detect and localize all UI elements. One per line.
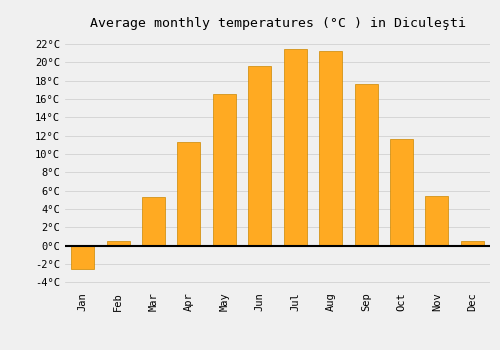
Bar	[213, 94, 236, 246]
Bar	[248, 66, 272, 246]
Bar	[426, 196, 448, 246]
Bar	[390, 139, 413, 246]
Bar	[142, 197, 165, 246]
Bar	[319, 51, 342, 246]
Bar	[106, 241, 130, 246]
Bar	[461, 241, 484, 246]
Bar	[284, 49, 306, 246]
Bar	[354, 84, 378, 246]
Bar	[71, 246, 94, 269]
Title: Average monthly temperatures (°C ) in Diculeşti: Average monthly temperatures (°C ) in Di…	[90, 17, 466, 30]
Bar	[178, 142, 201, 246]
